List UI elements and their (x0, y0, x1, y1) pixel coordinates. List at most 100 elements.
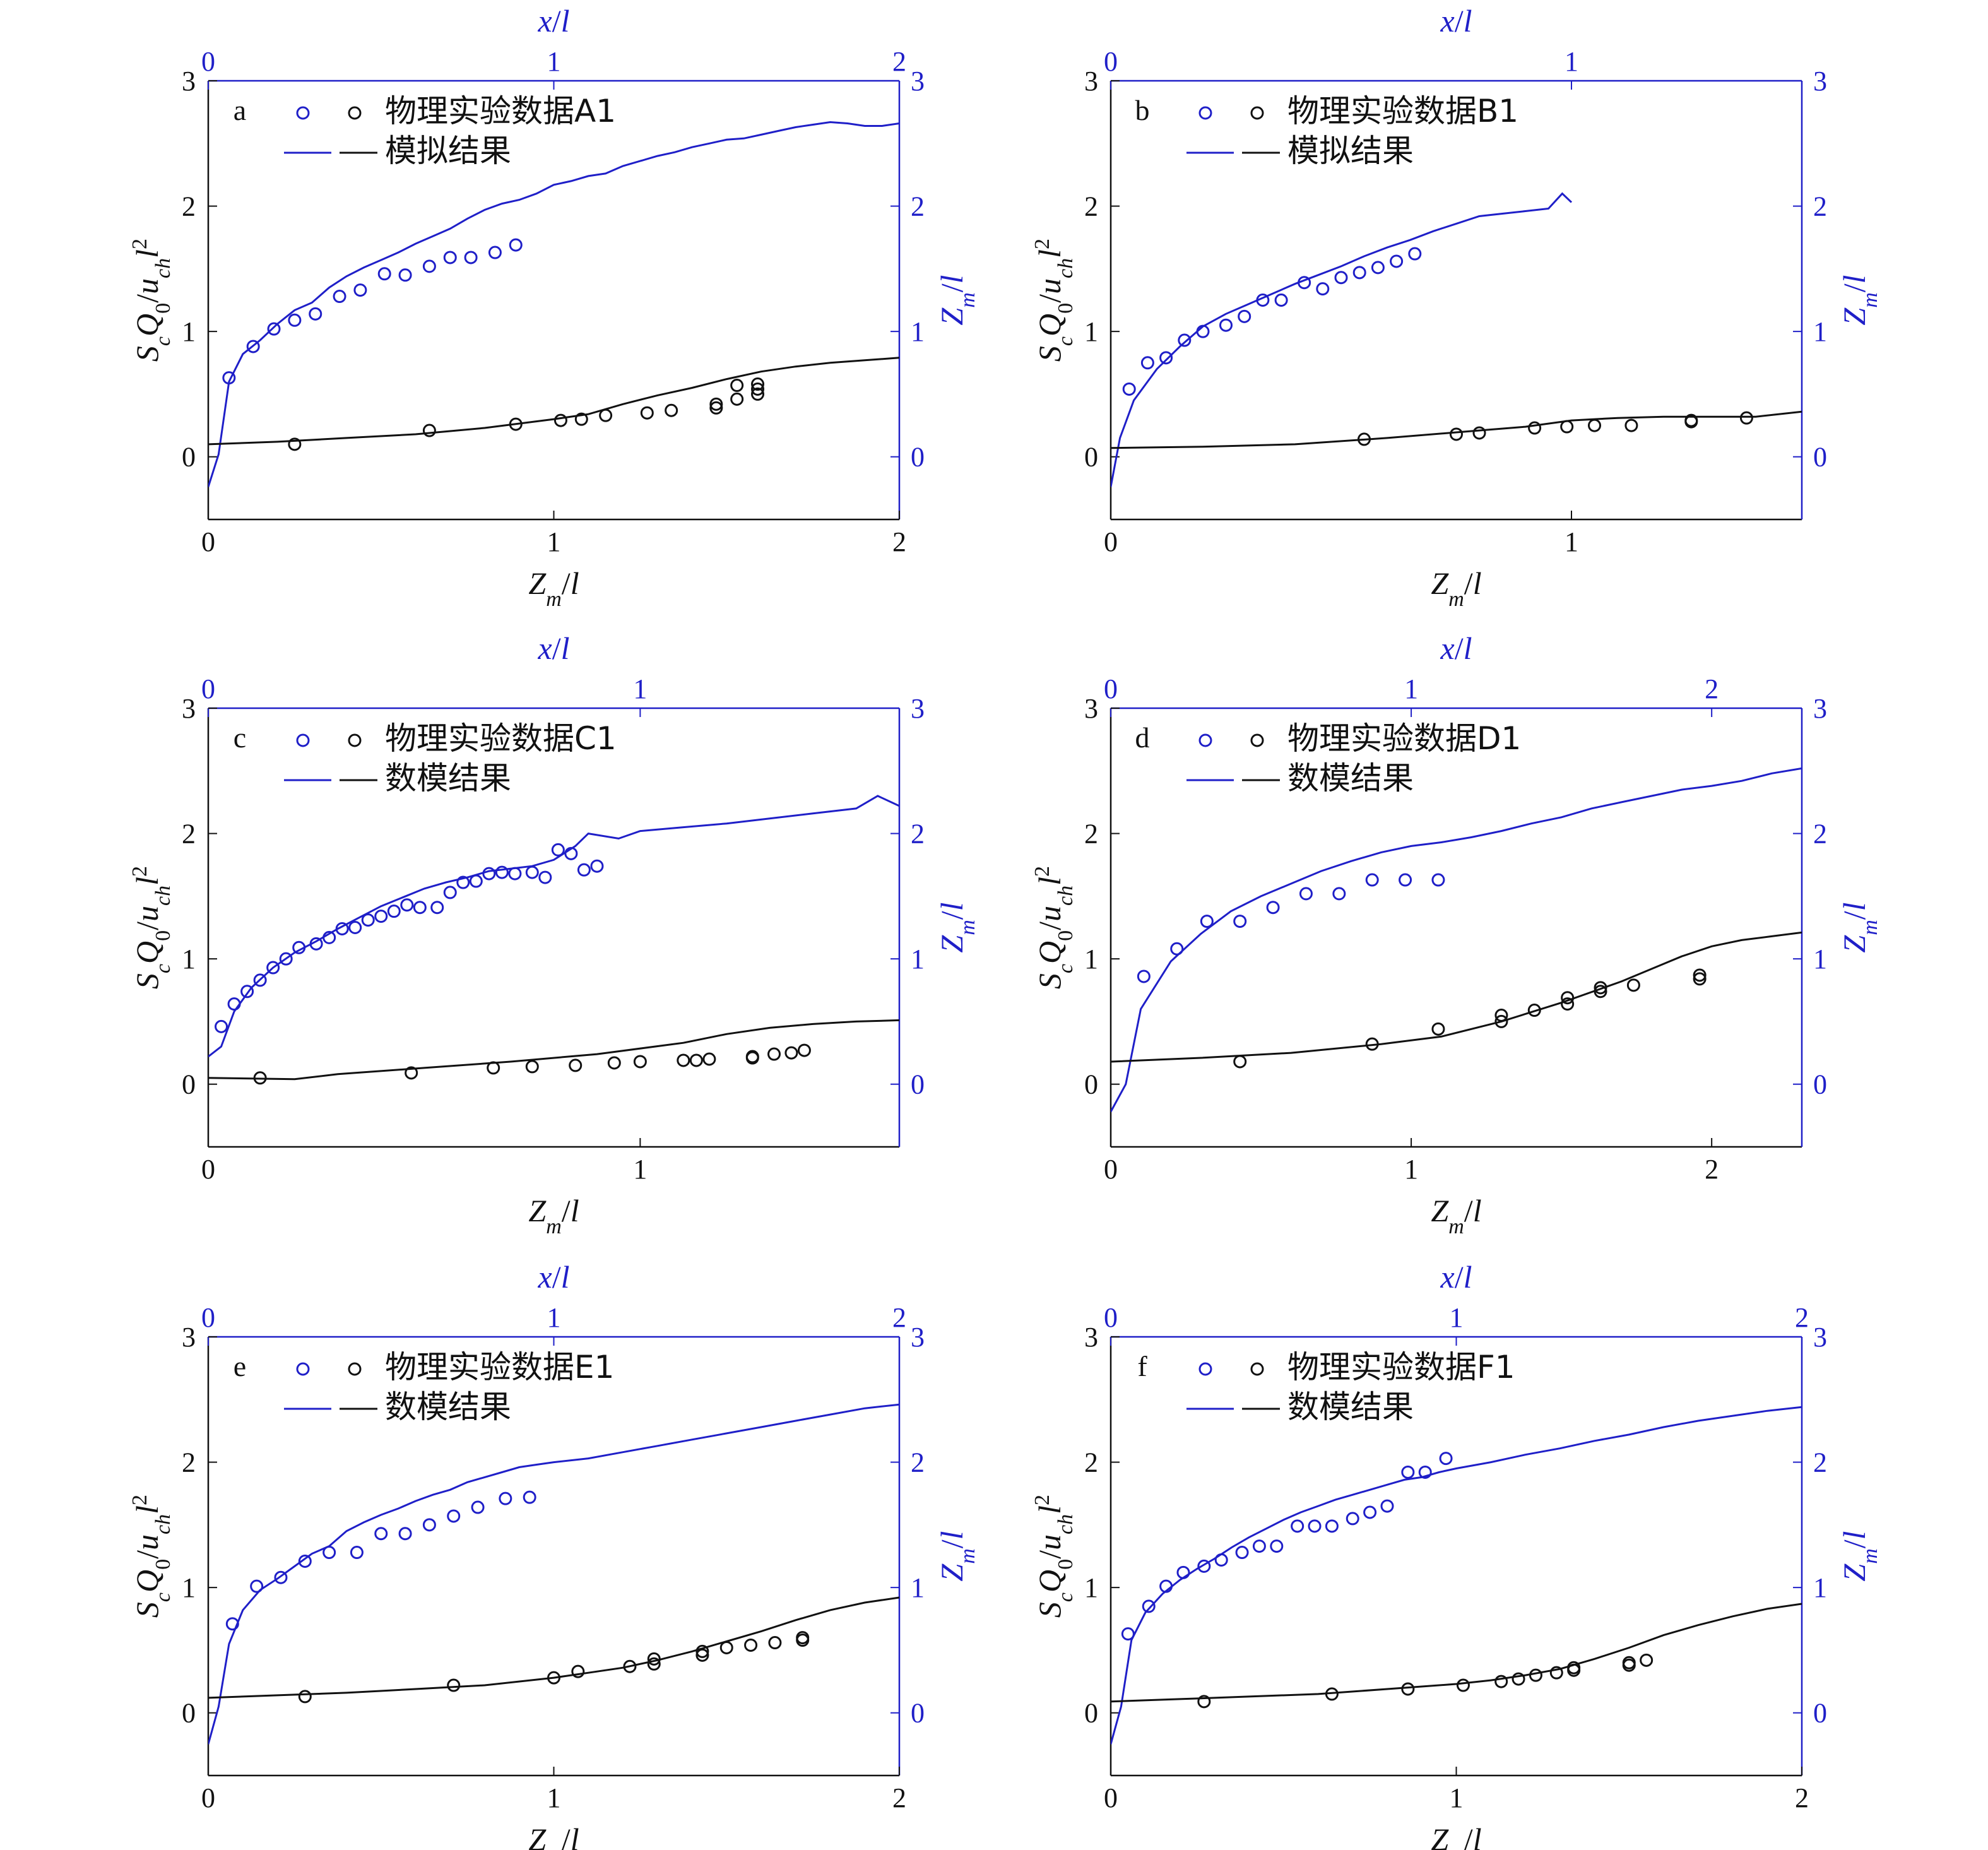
blue-data-point (1352, 266, 1366, 280)
black-data-point (730, 392, 744, 406)
left-axis-title: ScQ0/uchl2 (128, 866, 175, 989)
bottom-tick-label: 0 (201, 526, 215, 557)
black-data-point (1549, 1666, 1563, 1680)
left-tick-label: 2 (182, 819, 196, 850)
left-tick-label: 2 (1084, 819, 1098, 850)
right-tick-label: 3 (1813, 693, 1827, 724)
legend-label-lines: 模拟结果 (1287, 133, 1414, 169)
blue-data-point (538, 870, 552, 884)
black-data-point (447, 1678, 461, 1692)
top-tick-label: 1 (633, 673, 647, 704)
left-tick-label: 3 (182, 66, 196, 97)
black-data-point (784, 1046, 798, 1060)
legend-marker-black (348, 1362, 362, 1376)
legend-marker-blue (296, 106, 310, 120)
black-data-point (1626, 978, 1640, 992)
legend-label-markers: 物理实验数据C1 (385, 720, 617, 757)
bottom-tick-label: 2 (1795, 1782, 1809, 1813)
blue-data-point (292, 940, 306, 954)
top-tick-label: 1 (547, 46, 561, 77)
bottom-tick-label: 1 (1565, 526, 1578, 557)
legend-label-lines: 模拟结果 (385, 133, 511, 169)
bottom-tick-label: 2 (1705, 1154, 1719, 1185)
blue-data-point (1439, 1452, 1453, 1466)
top-tick-label: 0 (201, 673, 215, 704)
blue-data-point (1401, 1465, 1415, 1479)
blue-data-point (1170, 942, 1184, 956)
bottom-tick-label: 1 (547, 1782, 561, 1813)
blue-data-point (1159, 351, 1173, 365)
black-data-point (751, 377, 765, 391)
left-tick-label: 1 (1084, 944, 1098, 975)
right-axis-title: Zm/l (1837, 902, 1882, 952)
blue-data-point (422, 259, 436, 273)
blue-data-point (1178, 333, 1192, 347)
bottom-tick-label: 1 (547, 526, 561, 557)
black-data-point (695, 1648, 709, 1662)
black-data-point (1528, 421, 1542, 435)
blue-data-point (1291, 1519, 1305, 1533)
legend-label-markers: 物理实验数据B1 (1287, 93, 1518, 129)
black-data-point (695, 1644, 709, 1658)
blue-data-point (1380, 1499, 1394, 1513)
black-data-point (633, 1055, 647, 1069)
top-tick-label: 1 (1404, 673, 1418, 704)
blue-data-point (1334, 271, 1348, 285)
left-tick-label: 0 (1084, 442, 1098, 473)
blue-data-point (456, 875, 470, 889)
black-data-point (1197, 1695, 1211, 1709)
black-data-point (719, 1640, 733, 1654)
bottom-axis-title: Zm/l (528, 566, 579, 611)
blue-data-point (525, 865, 539, 879)
legend-marker-blue (296, 1362, 310, 1376)
right-tick-label: 2 (911, 1447, 925, 1478)
blue-data-point (1346, 1512, 1359, 1526)
top-axis-title: x/l (1440, 3, 1472, 39)
blue-data-point (1390, 254, 1404, 268)
legend-marker-blue (1198, 106, 1212, 120)
left-tick-label: 2 (182, 1447, 196, 1478)
black-data-point (1594, 981, 1607, 995)
bottom-tick-label: 1 (1450, 1782, 1464, 1813)
black-model-line (208, 1596, 899, 1699)
blue-data-point (1252, 1539, 1266, 1553)
left-tick-label: 1 (1084, 316, 1098, 347)
black-data-point (665, 403, 678, 417)
black-data-point (547, 1671, 560, 1685)
blue-model-line (208, 795, 899, 1058)
blue-data-point (422, 1518, 436, 1532)
blue-data-point (495, 865, 509, 879)
blue-data-point (333, 290, 346, 304)
plot-area (208, 121, 899, 487)
left-tick-label: 1 (1084, 1572, 1098, 1603)
legend-label-markers: 物理实验数据F1 (1287, 1349, 1515, 1385)
blue-data-point (309, 937, 323, 951)
blue-data-point (464, 251, 478, 264)
top-tick-label: 0 (1104, 673, 1118, 704)
blue-data-point (1140, 356, 1154, 370)
top-tick-label: 0 (201, 1302, 215, 1333)
legend-label-lines: 数模结果 (1287, 1389, 1414, 1425)
black-model-line (208, 357, 899, 446)
blue-model-line (208, 1403, 899, 1745)
blue-data-point (488, 246, 502, 259)
legend-marker-black (1250, 733, 1264, 747)
blue-data-point (509, 238, 523, 252)
right-tick-label: 0 (1813, 442, 1827, 473)
blue-data-point (1316, 282, 1330, 296)
left-tick-label: 2 (1084, 191, 1098, 222)
blue-data-point (266, 961, 280, 975)
bottom-tick-label: 0 (201, 1782, 215, 1813)
bottom-axis-title: Zm/l (1431, 566, 1481, 611)
blue-model-line (1111, 192, 1573, 487)
black-data-point (1233, 1055, 1247, 1069)
left-axis-title: ScQ0/uchl2 (1031, 1495, 1077, 1618)
left-tick-label: 3 (182, 1322, 196, 1353)
blue-data-point (1408, 247, 1422, 261)
blue-data-point (1176, 1565, 1190, 1579)
bottom-tick-label: 0 (1104, 526, 1118, 557)
left-tick-label: 3 (1084, 1322, 1098, 1353)
black-data-point (405, 1066, 418, 1080)
blue-data-point (322, 1546, 336, 1560)
